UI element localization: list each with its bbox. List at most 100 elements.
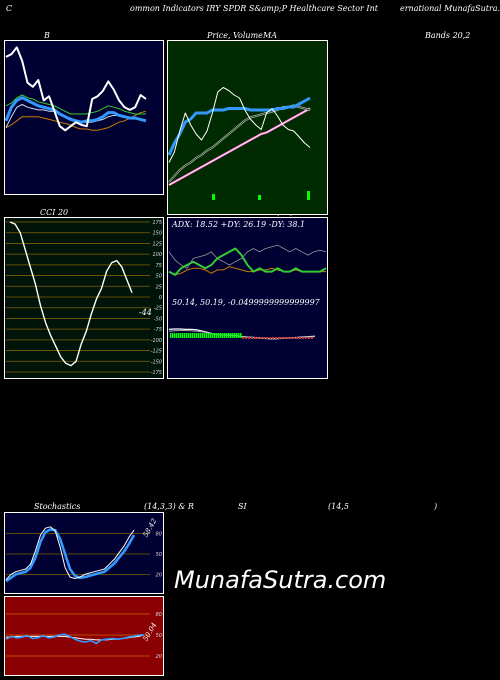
macd-histogram-bar xyxy=(172,333,174,338)
header-site: ernational MunafaSutra.com xyxy=(400,4,500,13)
macd-histogram-bar xyxy=(198,333,200,338)
macd-histogram-bar xyxy=(192,333,194,338)
stoch-title-2: (14,3,3) & R xyxy=(144,502,194,511)
cci-tick-label: 100 xyxy=(152,252,162,258)
stoch-title-4: (14,5 xyxy=(328,502,349,511)
macd-histogram-bar xyxy=(293,337,295,339)
macd-histogram-bar xyxy=(257,337,259,339)
macd-histogram-bar xyxy=(228,333,230,338)
cci-chart: 175 150 125 100 75 50 25 0 -25 -50 -75 -100 -125 -150… xyxy=(6,220,162,376)
macd-histogram-bar xyxy=(224,333,226,338)
macd-histogram-bar xyxy=(184,333,186,338)
macd-histogram-bar xyxy=(218,333,220,338)
stoch-panel xyxy=(4,512,164,594)
cci-panel xyxy=(4,217,164,379)
macd-histogram-bar xyxy=(296,337,298,339)
macd-histogram-bar xyxy=(204,333,206,338)
macd-histogram-bar xyxy=(202,333,204,338)
macd-histogram-bar xyxy=(178,333,180,338)
macd-histogram-bar xyxy=(242,337,244,339)
bb-title: B xyxy=(44,31,50,40)
adx-minus-dy xyxy=(168,244,327,269)
macd-readout: 50.14, 50.19, -0.0499999999999997 xyxy=(172,298,320,307)
cci-tick-label: 125 xyxy=(152,241,162,247)
cci-tick-label: -175 xyxy=(151,370,162,376)
macd-histogram-bar xyxy=(216,333,218,338)
price-panel xyxy=(167,40,328,215)
price-ma-slow xyxy=(168,104,311,183)
bb-lower-band xyxy=(5,110,147,131)
macd-histogram-bar xyxy=(206,333,208,338)
macd-histogram-bar xyxy=(174,333,176,338)
cci-tick-label: -50 xyxy=(154,316,162,322)
price-title-3: MA xyxy=(263,31,277,40)
bb-upper-band-raw xyxy=(5,94,146,115)
cci-tick-label: 25 xyxy=(156,284,162,290)
macd-histogram-bar xyxy=(278,337,280,339)
volume-bar xyxy=(307,191,310,200)
macd-histogram-bar xyxy=(305,337,307,339)
cci-tick-label: -125 xyxy=(151,349,162,355)
macd-histogram-bar xyxy=(232,333,234,338)
price-ma-blue xyxy=(167,96,311,156)
macd-histogram-bar xyxy=(302,337,304,339)
macd-histogram-bar xyxy=(308,337,310,339)
macd-histogram-bar xyxy=(263,337,265,339)
macd-histogram-bar xyxy=(210,333,212,338)
cci-tick-label: 150 xyxy=(152,231,162,237)
bb-price-line xyxy=(5,46,147,132)
stoch-title-1: Stochastics xyxy=(34,502,81,511)
stoch-chart: 80 50 20 xyxy=(5,526,162,583)
macd-histogram-bar xyxy=(180,333,182,338)
cci-tick-label: -100 xyxy=(151,338,162,344)
stoch-title-3: SI xyxy=(238,502,247,511)
macd-histogram-bar xyxy=(284,337,286,339)
cci-tick-label: -25 xyxy=(154,306,162,312)
macd-histogram-bar xyxy=(226,333,228,338)
watermark: MunafaSutra.com xyxy=(174,566,387,594)
macd-histogram-bar xyxy=(245,337,247,339)
price-ma-slow-core xyxy=(168,105,311,183)
bands-title: Bands 20,2 xyxy=(425,31,471,40)
rsi-line xyxy=(5,633,144,645)
macd-histogram-bar xyxy=(299,337,301,339)
macd-histogram-bar xyxy=(266,337,268,339)
macd-histogram-bar xyxy=(260,337,262,339)
macd-histogram-bar xyxy=(238,333,240,338)
header-title: ommon Indicators IRY SPDR S&amp;P Health… xyxy=(130,4,378,13)
macd-histogram-bar xyxy=(269,337,271,339)
cci-tick-label: 75 xyxy=(156,263,162,269)
macd-histogram-bar xyxy=(230,333,232,338)
price-ma-pink-core xyxy=(168,108,311,186)
macd-histogram-bar xyxy=(281,337,283,339)
stoch-title-5: ) xyxy=(434,502,438,511)
cci-tick-label: -150 xyxy=(151,359,162,365)
price-chart xyxy=(167,87,311,200)
cci-line xyxy=(9,221,133,367)
price-title-2: Volume xyxy=(233,31,263,40)
macd-histogram-bar xyxy=(190,333,192,338)
rsi-tick-label: 20 xyxy=(156,654,162,660)
macd-histogram-bar xyxy=(188,333,190,338)
stoch-k-line xyxy=(5,526,135,581)
cci-value: -44 xyxy=(139,308,152,317)
macd-histogram-bar xyxy=(236,333,238,338)
macd-histogram-bar xyxy=(208,333,210,338)
cci-title: CCI 20 xyxy=(40,208,69,217)
macd-histogram-bar xyxy=(248,337,250,339)
macd-histogram-bar xyxy=(275,337,277,339)
price-title-1: Price, xyxy=(207,31,231,40)
macd-histogram-bar xyxy=(272,337,274,339)
macd-histogram-bar xyxy=(170,333,172,338)
stoch-tick-label: 80 xyxy=(156,532,162,538)
stoch-tick-label: 20 xyxy=(156,572,162,578)
macd-histogram-bar xyxy=(254,337,256,339)
macd-histogram-bar xyxy=(186,333,188,338)
rsi-tick-label: 50 xyxy=(156,633,162,639)
rsi-tick-label: 80 xyxy=(156,612,162,618)
macd-histogram-bar xyxy=(290,337,292,339)
macd-histogram-bar xyxy=(200,333,202,338)
rsi-chart: 80 50 20 xyxy=(5,612,162,660)
stoch-tick-label: 50 xyxy=(156,552,162,558)
